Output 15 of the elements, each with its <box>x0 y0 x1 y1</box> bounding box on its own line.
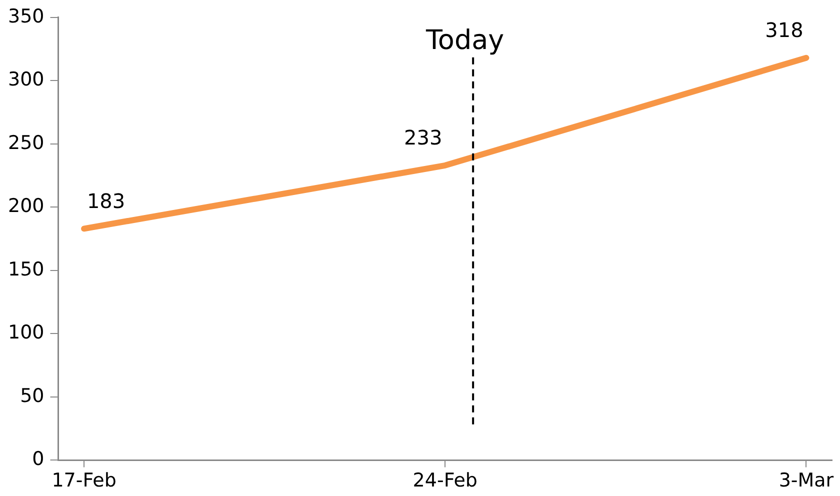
x-tick-label: 3-Mar <box>778 470 834 492</box>
y-tick-label: 350 <box>8 5 44 28</box>
y-tick-label: 300 <box>8 68 44 91</box>
y-tick-label: 50 <box>20 384 44 407</box>
data-label: 183 <box>86 188 126 213</box>
y-tick-label: 100 <box>8 322 44 344</box>
ref-line-label: Today <box>425 24 504 56</box>
data-label: 318 <box>765 18 804 42</box>
y-tick-label: 250 <box>8 132 44 154</box>
y-tick-label: 200 <box>8 195 44 218</box>
x-tick-label: 24-Feb <box>412 470 478 492</box>
x-tick-label: 17-Feb <box>52 470 116 492</box>
y-tick-label: 0 <box>32 448 44 470</box>
y-tick-label: 150 <box>8 258 44 280</box>
data-label: 233 <box>404 126 442 150</box>
